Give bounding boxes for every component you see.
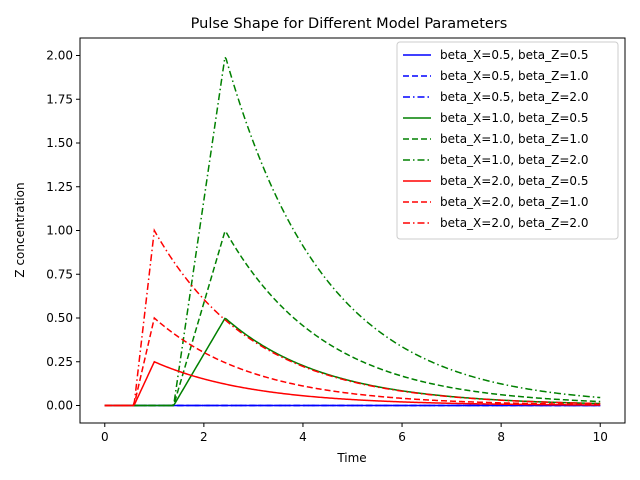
y-axis-label: Z concentration xyxy=(13,182,27,277)
x-tick-label: 8 xyxy=(497,430,505,444)
legend-label: beta_X=2.0, beta_Z=0.5 xyxy=(440,174,588,188)
plot-area xyxy=(104,55,601,407)
y-tick-label: 1.75 xyxy=(46,92,73,106)
y-tick-label: 0.75 xyxy=(46,267,73,281)
legend-box xyxy=(396,41,619,240)
legend-label: beta_X=0.5, beta_Z=1.0 xyxy=(440,69,588,83)
y-tick-label: 0.25 xyxy=(46,355,73,369)
x-tick-label: 10 xyxy=(593,430,608,444)
legend-label: beta_X=0.5, beta_Z=0.5 xyxy=(440,48,588,62)
series-line-7 xyxy=(104,360,601,407)
legend-label: beta_X=2.0, beta_Z=2.0 xyxy=(440,216,588,230)
x-axis: 0 2 4 6 8 10 xyxy=(101,423,608,444)
series-line-9 xyxy=(104,228,601,407)
legend-label: beta_X=1.0, beta_Z=1.0 xyxy=(440,132,588,146)
series-line-6 xyxy=(104,55,601,407)
legend: beta_X=0.5, beta_Z=0.5 beta_X=0.5, beta_Z… xyxy=(396,41,619,240)
legend-label: beta_X=2.0, beta_Z=1.0 xyxy=(440,195,588,209)
chart-title: Pulse Shape for Different Model Paramete… xyxy=(191,16,508,32)
legend-label: beta_X=1.0, beta_Z=2.0 xyxy=(440,153,588,167)
y-tick-label: 2.00 xyxy=(46,49,73,63)
y-tick-label: 1.25 xyxy=(46,180,73,194)
x-tick-label: 4 xyxy=(299,430,307,444)
x-tick-label: 2 xyxy=(200,430,208,444)
y-axis: 0.00 0.25 0.50 0.75 1.00 1.25 1.50 1.75 2.00 xyxy=(46,49,80,413)
y-tick-label: 1.00 xyxy=(46,224,73,238)
y-tick-label: 0.50 xyxy=(46,311,73,325)
legend-label: beta_X=0.5, beta_Z=2.0 xyxy=(440,90,588,104)
series-line-8 xyxy=(104,316,601,407)
x-tick-label: 0 xyxy=(101,430,109,444)
x-tick-label: 6 xyxy=(398,430,406,444)
x-axis-label: Time xyxy=(336,451,366,465)
y-tick-label: 0.00 xyxy=(46,399,73,413)
y-tick-label: 1.50 xyxy=(46,136,73,150)
legend-label: beta_X=1.0, beta_Z=0.5 xyxy=(440,111,588,125)
